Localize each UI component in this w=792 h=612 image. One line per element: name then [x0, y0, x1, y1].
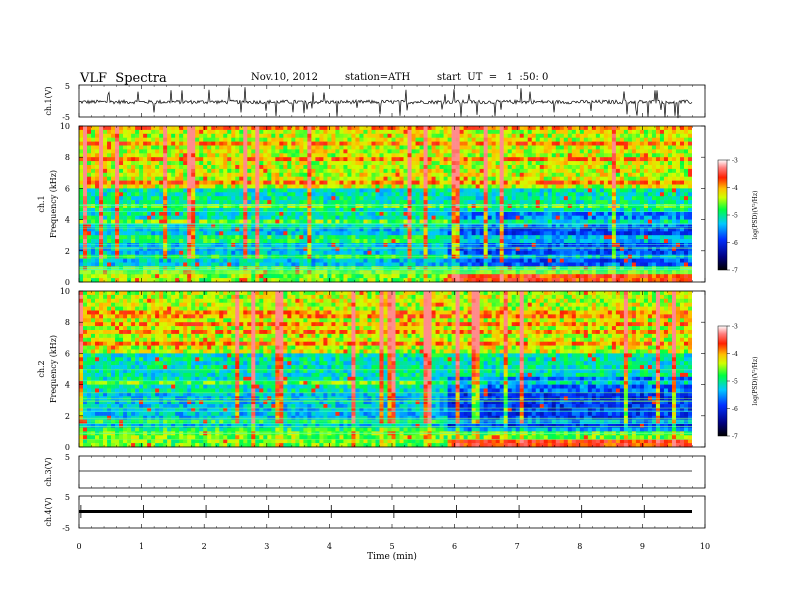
- ch1-freq-tick-label-4: 8: [65, 153, 70, 162]
- ch1-spectrogram-ylabel-quantity: Frequency (kHz): [49, 170, 58, 238]
- x-tick-label-9: 9: [640, 542, 645, 551]
- x-tick-label-10: 10: [700, 542, 710, 551]
- ch2-colorbar-label: log(PSD)(V²/Hz): [752, 357, 759, 406]
- x-tick-label-2: 2: [202, 542, 207, 551]
- ch1-spectrogram-ylabel-channel: ch.1: [37, 195, 46, 212]
- ch4-waveform-ylabel: ch.4(V): [44, 497, 53, 526]
- ch2-colorbar: -3 -4 -5 -6 -7 log(PSD)(V²/Hz): [717, 324, 759, 441]
- time-x-axis: 0 1 2 3 4 5 6 7 8 9 10: [76, 542, 710, 551]
- ch1-colorbar-tick-label-4: -7: [732, 268, 738, 275]
- ch2-freq-tick-label-2: 4: [65, 381, 70, 390]
- ch2-spectrogram-panel: 0 2 4 6 8 10 Frequency (kHz) ch.2: [37, 287, 706, 452]
- ch2-colorbar-tick-label-0: -3: [732, 324, 738, 331]
- ch2-spectrogram-ylabel-channel: ch.2: [37, 360, 46, 377]
- ch3-ytick-top: 5: [65, 453, 70, 462]
- ch1-colorbar-tick-label-2: -5: [732, 213, 738, 220]
- ch1-freq-tick-label-2: 4: [65, 216, 70, 225]
- x-tick-label-8: 8: [577, 542, 582, 551]
- ch3-waveform-ylabel: ch.3(V): [44, 457, 53, 486]
- ch1-colorbar: -3 -4 -5 -6 -7 log(PSD)(V²/Hz): [717, 158, 759, 275]
- x-tick-label-7: 7: [515, 542, 520, 551]
- ch1-ytick-top: 5: [65, 82, 70, 91]
- ch1-freq-tick-label-1: 2: [65, 247, 70, 256]
- ch2-freq-tick-label-1: 2: [65, 412, 70, 421]
- ch1-waveform-ylabel: ch.1(V): [44, 86, 53, 115]
- ch2-freq-tick-label-4: 8: [65, 318, 70, 327]
- ch4-waveform-panel: 5 -5 ch.4(V): [44, 493, 706, 533]
- ch1-waveform-panel: 5 -5 ch.1(V): [44, 82, 706, 122]
- ch2-spectrogram-ylabel-quantity: Frequency (kHz): [49, 335, 58, 403]
- ch4-ytick-bottom: -5: [62, 524, 70, 533]
- x-tick-label-1: 1: [139, 542, 144, 551]
- ch1-colorbar-tick-label-3: -6: [732, 240, 738, 247]
- ch2-freq-tick-label-0: 0: [65, 443, 70, 452]
- ch2-freq-tick-label-3: 6: [65, 349, 70, 358]
- ch1-freq-tick-label-3: 6: [65, 184, 70, 193]
- start-time-label: start UT = 1 :50: 0: [437, 72, 549, 83]
- chart-title: VLF Spectra: [80, 71, 167, 86]
- x-tick-label-5: 5: [389, 542, 394, 551]
- ch1-freq-tick-label-5: 10: [60, 122, 70, 131]
- station-label: station=ATH: [345, 72, 411, 83]
- ch2-spectrogram-heatmap: [79, 291, 705, 448]
- ch4-ytick-top: 5: [65, 493, 70, 502]
- date-label: Nov.10, 2012: [251, 72, 318, 83]
- ch1-spectrogram-heatmap: [79, 126, 705, 283]
- ch2-colorbar-tick-label-3: -6: [732, 406, 738, 413]
- x-tick-label-6: 6: [452, 542, 457, 551]
- ch1-colorbar-tick-label-0: -3: [732, 158, 738, 165]
- ch2-colorbar-tick-label-2: -5: [732, 379, 738, 386]
- x-tick-label-4: 4: [327, 542, 332, 551]
- ch1-spectrogram-panel: 0 2 4 6 8 10 Frequency (kHz) ch.1: [37, 122, 706, 287]
- ch1-ytick-bottom: -5: [62, 113, 70, 122]
- x-tick-label-3: 3: [264, 542, 269, 551]
- ch1-colorbar-tick-label-1: -4: [732, 185, 738, 192]
- ch2-colorbar-tick-label-4: -7: [732, 434, 738, 441]
- ch1-freq-tick-label-0: 0: [65, 278, 70, 287]
- ch1-colorbar-label: log(PSD)(V²/Hz): [752, 191, 759, 240]
- ch2-colorbar-tick-label-1: -4: [732, 351, 738, 358]
- ch4-waveform-line: [79, 510, 692, 513]
- ch1-waveform-line: [78, 87, 693, 119]
- x-tick-label-0: 0: [76, 542, 81, 551]
- ch3-waveform-panel: 5 ch.3(V): [44, 453, 706, 489]
- ch2-freq-tick-label-5: 10: [60, 287, 70, 296]
- x-axis-label: Time (min): [367, 551, 417, 562]
